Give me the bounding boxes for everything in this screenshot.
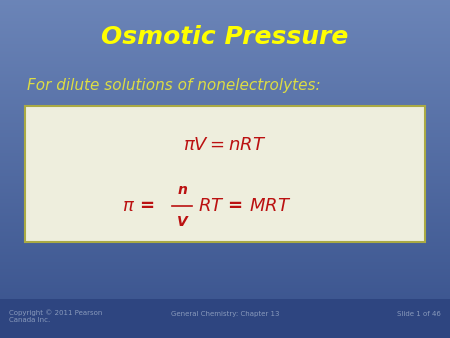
Text: General Chemistry: Chapter 13: General Chemistry: Chapter 13 — [171, 311, 279, 317]
Text: Slide 1 of 46: Slide 1 of 46 — [397, 311, 441, 317]
FancyBboxPatch shape — [25, 106, 425, 242]
Text: $\pi V = nRT$: $\pi V = nRT$ — [183, 136, 267, 154]
Text: V: V — [177, 215, 188, 229]
Text: $RT$ = $MRT$: $RT$ = $MRT$ — [198, 197, 291, 215]
Text: For dilute solutions of nonelectrolytes:: For dilute solutions of nonelectrolytes: — [27, 78, 320, 93]
Text: $\pi$ =: $\pi$ = — [122, 197, 154, 215]
Text: Copyright © 2011 Pearson
Canada Inc.: Copyright © 2011 Pearson Canada Inc. — [9, 309, 103, 323]
Text: Osmotic Pressure: Osmotic Pressure — [101, 25, 349, 49]
Text: n: n — [177, 183, 187, 197]
FancyBboxPatch shape — [0, 299, 450, 338]
